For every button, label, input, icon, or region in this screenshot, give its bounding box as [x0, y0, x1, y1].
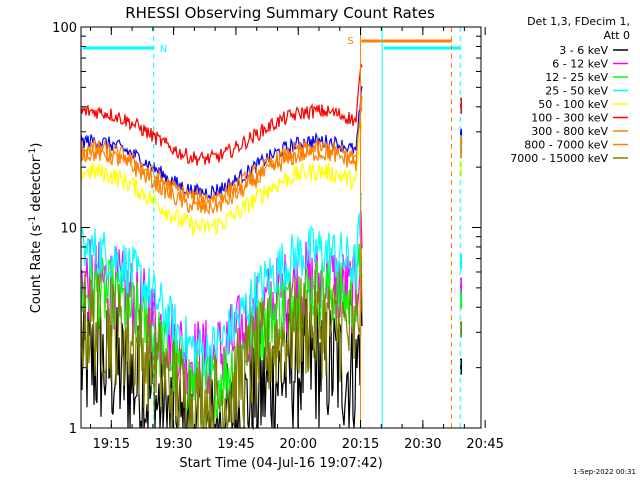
legend-title-line1: Det 1,3, FDecim 1, — [527, 15, 630, 28]
y-tick-label: 1 — [69, 422, 77, 437]
chart-title: RHESSI Observing Summary Count Rates — [125, 4, 435, 22]
legend-item: 100 - 300 keV — [531, 112, 628, 125]
legend-item: 300 - 800 keV — [531, 125, 628, 138]
series-line-4 — [80, 122, 363, 237]
saa-bar: S — [347, 36, 452, 47]
saa-bar-label: S — [347, 36, 353, 47]
footer-date: 1-Sep-2022 00:31 — [573, 468, 636, 476]
series-line-6 — [80, 107, 363, 216]
series-5 — [80, 63, 463, 166]
legend-label: 12 - 25 keV — [545, 71, 608, 84]
overlay-layer: NS — [83, 27, 461, 428]
legend-item: 800 - 7000 keV — [524, 139, 628, 152]
legend-label: 7000 - 15000 keV — [510, 152, 608, 165]
series-blue — [80, 85, 463, 201]
legend-label: 25 - 50 keV — [545, 85, 608, 98]
x-axis-label: Start Time (04-Jul-16 19:07:42) — [179, 456, 382, 471]
x-tick-label: 20:00 — [280, 437, 317, 452]
data-layer — [80, 63, 463, 431]
series-8 — [80, 242, 463, 429]
x-tick-label: 19:30 — [155, 437, 192, 452]
x-axis: 19:15 19:30 19:45 20:00 20:15 20:30 20:45 — [90, 27, 504, 452]
night-bar-0: N — [83, 44, 167, 55]
series-line-blue — [80, 85, 363, 201]
y-tick-label: 10 — [60, 222, 77, 237]
legend-item: 7000 - 15000 keV — [510, 152, 628, 165]
legend-label: 6 - 12 keV — [552, 58, 608, 71]
legend-item: 25 - 50 keV — [545, 85, 628, 98]
x-tick-label: 19:15 — [93, 437, 130, 452]
y-axis: 1 10 100 — [52, 21, 481, 437]
y-axis-label: Count Rate (s-1 detector-1) — [28, 143, 44, 314]
legend-item: 12 - 25 keV — [545, 71, 628, 84]
series-7 — [80, 96, 463, 206]
series-line-8 — [80, 242, 363, 429]
x-tick-label: 20:15 — [342, 437, 379, 452]
x-tick-label: 20:30 — [404, 437, 441, 452]
legend-label: 300 - 800 keV — [531, 125, 608, 138]
legend-label: 100 - 300 keV — [531, 112, 608, 125]
y-tick-label: 100 — [52, 21, 77, 36]
legend-item: 50 - 100 keV — [538, 98, 628, 111]
legend-item: 6 - 12 keV — [552, 58, 628, 71]
x-tick-label: 20:45 — [466, 437, 503, 452]
night-bar-label: N — [160, 44, 167, 55]
legend-label: 50 - 100 keV — [538, 98, 608, 111]
series-line-7 — [80, 96, 363, 206]
legend-label: 3 - 6 keV — [559, 44, 608, 57]
legend-item: 3 - 6 keV — [559, 44, 628, 57]
series-line-5 — [80, 63, 363, 166]
x-tick-label: 19:45 — [217, 437, 254, 452]
legend-label: 800 - 7000 keV — [524, 139, 608, 152]
legend-title-line2: Att 0 — [604, 29, 630, 42]
series-4 — [80, 122, 463, 237]
